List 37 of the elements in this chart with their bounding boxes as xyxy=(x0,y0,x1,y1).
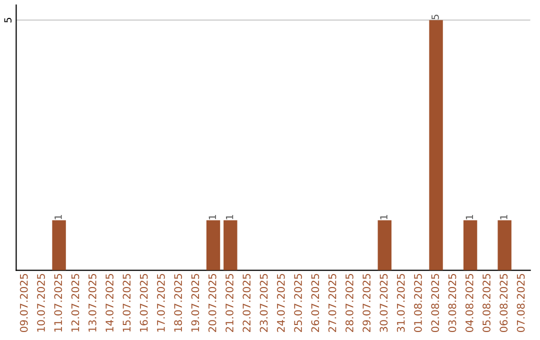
x-tick-label: 01.08.2025 xyxy=(414,274,422,332)
x-tick-label: 17.07.2025 xyxy=(157,274,165,332)
x-tick-label: 27.07.2025 xyxy=(328,274,336,332)
x-tick-label: 09.07.2025 xyxy=(20,274,28,332)
x-tick-label: 12.07.2025 xyxy=(71,274,80,332)
x-tick-label: 19.07.2025 xyxy=(191,274,200,332)
x-tick-label: 23.07.2025 xyxy=(260,274,268,332)
x-tick-label: 14.07.2025 xyxy=(106,274,114,332)
x-tick-label: 06.08.2025 xyxy=(500,274,508,332)
x-tick-label: 25.07.2025 xyxy=(294,274,302,332)
x-tick-label: 04.08.2025 xyxy=(465,274,474,332)
x-tick-label: 07.08.2025 xyxy=(516,274,525,332)
x-tick-label: 31.07.2025 xyxy=(396,274,405,332)
x-tick-label: 24.07.2025 xyxy=(276,274,285,332)
x-tick-label: 02.08.2025 xyxy=(431,274,440,332)
x-tick-label: 21.07.2025 xyxy=(226,274,234,332)
x-tick-label: 03.08.2025 xyxy=(448,274,456,332)
data-label: 1 xyxy=(380,214,388,220)
data-label: 5 xyxy=(432,14,439,20)
data-label: 1 xyxy=(54,214,62,220)
x-tick-label: 18.07.2025 xyxy=(174,274,182,332)
data-label: 1 xyxy=(208,214,216,220)
x-tick-label: 10.07.2025 xyxy=(37,274,45,332)
x-tick-label: 15.07.2025 xyxy=(122,274,131,332)
x-tick-label: 16.07.2025 xyxy=(140,274,148,332)
data-label: 1 xyxy=(466,214,473,220)
data-label: 1 xyxy=(500,214,508,220)
x-tick-label: 30.07.2025 xyxy=(380,274,388,332)
x-tick-label: 13.07.2025 xyxy=(88,274,96,332)
data-label: 1 xyxy=(226,214,234,220)
x-tick-label: 29.07.2025 xyxy=(362,274,371,332)
x-tick-label: 26.07.2025 xyxy=(311,274,320,332)
x-tick-label: 11.07.2025 xyxy=(54,274,62,332)
x-tick-label: 05.08.2025 xyxy=(482,274,490,332)
x-tick-label: 20.07.2025 xyxy=(208,274,216,332)
x-tick-label: 28.07.2025 xyxy=(345,274,354,332)
x-tick-label: 22.07.2025 xyxy=(242,274,251,332)
